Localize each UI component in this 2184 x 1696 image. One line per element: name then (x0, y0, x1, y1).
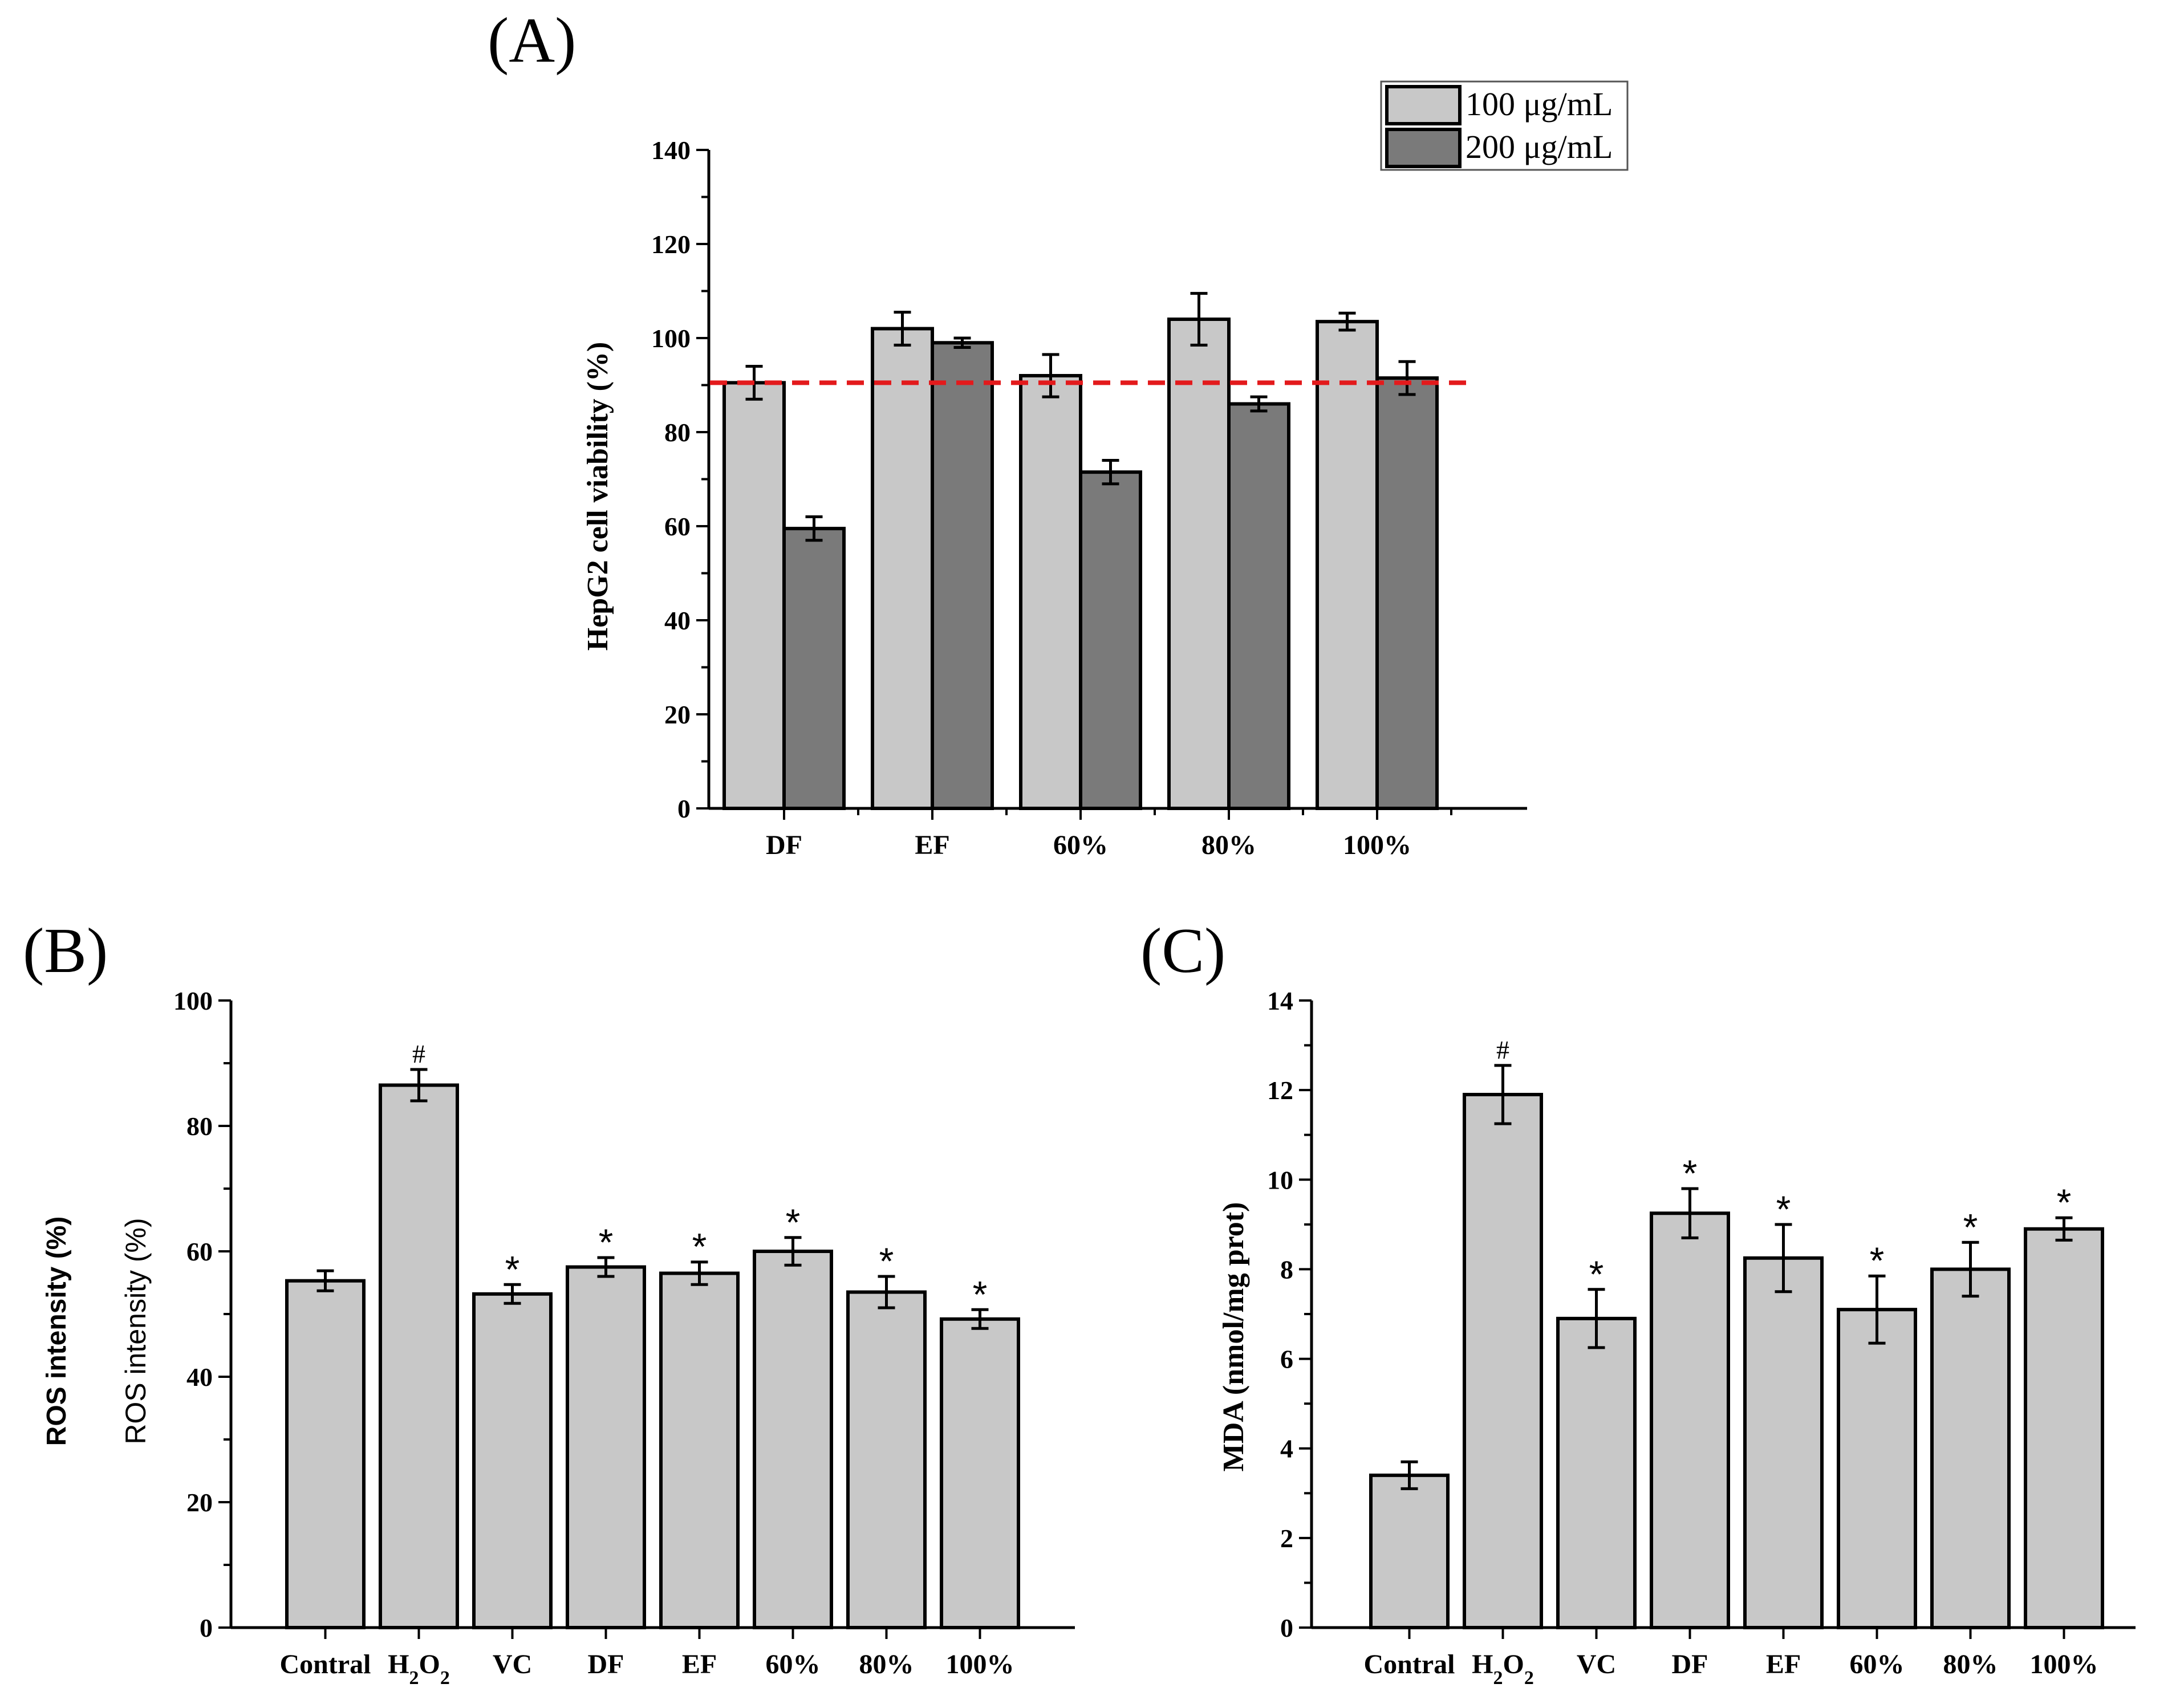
panel-a-category-label: EF (915, 830, 949, 860)
panel-a-y-axis-title: HepG2 cell viability (%) (582, 342, 614, 651)
panel-c-bar (1463, 1093, 1543, 1629)
panel-b-y-tick-label: 40 (186, 1363, 213, 1392)
panel-a-category-label: 80% (1201, 830, 1256, 860)
panel-c-category-label: EF (1766, 1649, 1801, 1679)
panel-c-category-label: 100% (2030, 1649, 2098, 1679)
panel-b-category-label: VC (493, 1649, 532, 1679)
legend-label: 200 μg/mL (1466, 128, 1613, 165)
panel-c-y-tick-label: 14 (1267, 986, 1293, 1015)
panel-b-significance-star: * (973, 1273, 988, 1315)
panel-c-significance-star: * (1776, 1188, 1791, 1230)
panel-b-category-label: 100% (946, 1649, 1014, 1679)
panel-b-y-tick-label: 100 (173, 986, 213, 1015)
panel-c-label: (C) (1140, 916, 1225, 986)
panel-b-category-label: 60% (766, 1649, 821, 1679)
panel-b-bar (753, 1250, 833, 1629)
panel-b-bar (285, 1279, 366, 1629)
panel-c-y-tick-label: 10 (1267, 1165, 1293, 1194)
panel-b-significance-star: * (599, 1221, 614, 1263)
panel-c-significance-star: * (1589, 1253, 1604, 1295)
panel-a-bar (1079, 470, 1142, 810)
panel-b-significance-star: * (505, 1248, 520, 1290)
panel-b-label: (B) (23, 916, 108, 986)
panel-b-significance-star: * (786, 1201, 801, 1243)
panel-c-bar (1556, 1316, 1637, 1630)
panel-a-category-label: 100% (1343, 830, 1411, 860)
panel-a-bar (1316, 320, 1379, 810)
panel-b-y-axis-title: ROS intensity (%) (120, 1218, 152, 1444)
panel-c-bar (2024, 1227, 2104, 1630)
panel-c-chart: (C) 0 2 4 6 8 10 12 14 Contral # H2O2 * VC * DF * EF * 60% *… (1140, 916, 2136, 1689)
panel-a-y-tick-label: 20 (664, 700, 691, 729)
panel-c-y-tick-label: 12 (1267, 1076, 1293, 1105)
panel-c-bar (1743, 1256, 1824, 1629)
panel-b-bar (472, 1292, 553, 1630)
panel-c-significance-star: * (2057, 1181, 2072, 1223)
panel-b-bar (379, 1083, 459, 1629)
panel-c-category-label: 80% (1943, 1649, 1998, 1679)
panel-c-y-tick-label: 0 (1280, 1613, 1293, 1642)
panel-a-y-tick-label: 140 (651, 136, 691, 165)
panel-a-bar (1019, 374, 1082, 810)
panel-c-category-label: Contral (1364, 1649, 1455, 1679)
panel-b-category-label: DF (588, 1649, 624, 1679)
panel-b-significance-hash: # (412, 1039, 425, 1068)
legend-swatch (1385, 85, 1462, 125)
panel-c-bar (1369, 1473, 1450, 1630)
panel-c-category-label: H2O2 (1472, 1649, 1534, 1689)
panel-a-bar (782, 527, 846, 810)
panel-b-y-tick-label: 80 (186, 1112, 213, 1141)
panel-b-significance-star: * (879, 1240, 894, 1282)
panel-c-bar (1930, 1267, 2011, 1629)
panel-c-category-label: VC (1577, 1649, 1616, 1679)
panel-c-bar (1650, 1211, 1730, 1630)
panel-b-bar (659, 1271, 740, 1629)
panel-c-y-axis-title: MDA (nmol/mg prot) (1217, 1202, 1250, 1472)
panel-c-y-tick-label: 8 (1280, 1255, 1293, 1284)
panel-c-bar (1837, 1308, 1917, 1629)
panel-b-bar (940, 1317, 1020, 1630)
panel-a-bar (871, 327, 934, 810)
panel-a-y-tick-label: 0 (677, 794, 691, 823)
panel-a-y-tick-label: 60 (664, 512, 691, 541)
panel-a-bar (1167, 318, 1231, 810)
panel-a-legend: 100 μg/mL 200 μg/mL (1380, 80, 1629, 171)
panel-b-bar (566, 1265, 646, 1629)
panel-a-bar (1375, 376, 1439, 810)
panel-c-y-tick-label: 6 (1280, 1345, 1293, 1374)
panel-b-y-tick-label: 60 (186, 1237, 213, 1266)
panel-a-y-tick-label: 40 (664, 606, 691, 635)
panel-b-category-label: Contral (280, 1649, 371, 1679)
panel-b-y-tick-label: 20 (186, 1488, 213, 1517)
panel-b-chart: (B) 0 20 40 60 80 100 Contral # H2O2 * VC * DF * EF * 60%… (23, 916, 1075, 1689)
panel-a-bar (931, 341, 994, 810)
panel-c-significance-star: * (1963, 1206, 1978, 1248)
panel-c-y-tick-label: 2 (1280, 1524, 1293, 1553)
panel-c-significance-star: * (1870, 1239, 1885, 1282)
panel-c-category-label: 60% (1850, 1649, 1905, 1679)
panel-b-significance-star: * (692, 1226, 707, 1268)
panel-a-category-label: DF (766, 830, 802, 860)
panel-c-category-label: DF (1672, 1649, 1708, 1679)
panel-b-category-label: EF (682, 1649, 717, 1679)
legend-swatch (1385, 128, 1462, 168)
panel-c-y-tick-label: 4 (1280, 1434, 1293, 1463)
panel-b-category-label: 80% (859, 1649, 914, 1679)
legend-label: 100 μg/mL (1466, 86, 1613, 123)
panel-c-significance-star: * (1683, 1152, 1698, 1194)
panel-a-y-tick-label: 80 (664, 418, 691, 447)
panel-a-bar (722, 381, 786, 810)
panel-a-y-tick-label: 120 (651, 230, 691, 259)
panel-c-significance-hash: # (1496, 1035, 1509, 1064)
panel-b-category-label: H2O2 (388, 1649, 450, 1689)
panel-a-bar (1227, 402, 1290, 810)
panel-a-y-tick-label: 100 (651, 324, 691, 353)
panel-b-bar (846, 1290, 927, 1629)
panel-b-y-axis-title-outer: ROS intensity (%) (42, 1217, 72, 1446)
panel-a-chart: (A) 0 20 40 60 80 100 120 140 DF EF 60% 80% 100% HepG2… (488, 5, 1629, 860)
panel-a-category-label: 60% (1053, 830, 1108, 860)
panel-b-y-tick-label: 0 (200, 1613, 213, 1642)
panel-a-label: (A) (488, 5, 576, 76)
